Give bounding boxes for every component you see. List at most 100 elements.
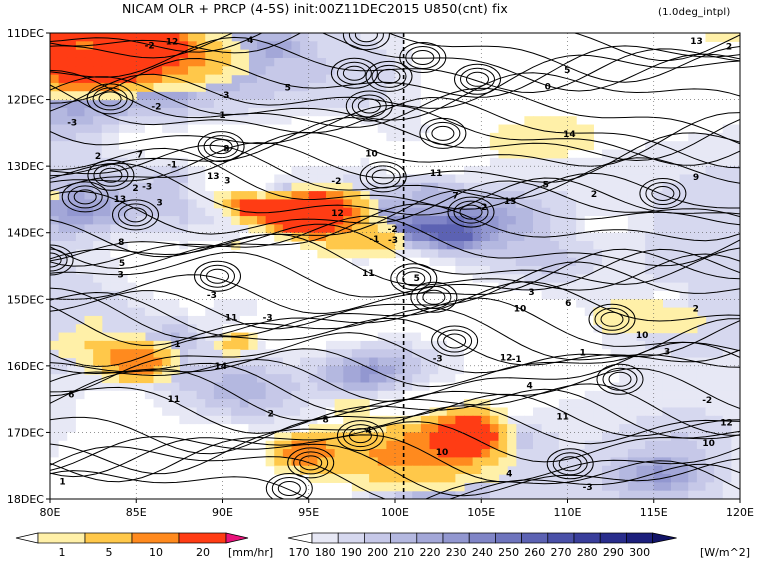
olr-cell xyxy=(300,407,310,417)
olr-cell xyxy=(593,141,603,151)
olr-cell xyxy=(300,315,310,325)
olr-cell xyxy=(420,33,431,42)
olr-cell xyxy=(714,266,724,275)
olr-cell xyxy=(308,282,318,292)
olr-cell xyxy=(222,290,232,300)
olr-cell xyxy=(541,424,551,434)
olr-cell xyxy=(205,199,215,209)
olr-cell xyxy=(196,241,206,250)
olr-cell xyxy=(507,91,517,101)
olr-cell xyxy=(101,224,111,234)
olr-cell xyxy=(446,141,456,151)
precip-cell xyxy=(541,132,551,142)
olr-cell xyxy=(101,399,111,409)
olr-cell xyxy=(524,157,534,167)
olr-cell xyxy=(127,474,137,483)
olr-cell xyxy=(472,124,482,134)
olr-cell xyxy=(213,216,224,225)
olr-cell xyxy=(653,241,663,250)
olr-cell xyxy=(636,332,646,342)
olr-cell xyxy=(93,132,103,142)
olr-cell xyxy=(429,33,439,42)
olr-cell xyxy=(653,365,663,375)
olr-cell xyxy=(274,282,284,292)
olr-cell xyxy=(127,207,137,217)
olr-cell xyxy=(308,49,318,59)
olr-cell xyxy=(179,124,189,134)
olr-cell xyxy=(179,290,189,300)
olr-cell xyxy=(274,91,284,101)
olr-cell xyxy=(170,174,180,184)
olr-cell xyxy=(351,132,362,142)
olr-cell xyxy=(265,157,275,167)
olr-cell xyxy=(507,324,517,334)
olr-cell xyxy=(446,91,456,101)
olr-cell xyxy=(351,307,362,317)
olr-cell xyxy=(144,257,155,267)
olr-cell xyxy=(438,266,448,275)
olr-cell xyxy=(472,41,482,51)
olr-cell xyxy=(438,307,448,317)
olr-cell xyxy=(395,41,405,51)
olr-cell xyxy=(671,116,681,126)
olr-cell xyxy=(265,332,275,342)
olr-cell xyxy=(515,107,525,117)
olr-cell xyxy=(671,274,681,284)
olr-cell xyxy=(213,307,224,317)
olr-cell xyxy=(75,216,86,225)
olr-cell xyxy=(498,107,508,117)
olr-cell xyxy=(231,132,241,142)
olr-cell xyxy=(576,390,586,400)
olr-cell xyxy=(377,257,387,267)
olr-cell xyxy=(274,57,284,67)
olr-cell xyxy=(412,82,422,92)
olr-cell xyxy=(291,82,301,92)
olr-cell xyxy=(231,299,241,309)
precip-cell xyxy=(75,49,86,59)
olr-cell xyxy=(222,399,232,409)
olr-cell xyxy=(696,157,707,167)
olr-cell xyxy=(412,365,422,375)
olr-cell xyxy=(58,141,68,151)
olr-cell xyxy=(550,241,560,250)
olr-cell xyxy=(558,207,569,217)
olr-cell xyxy=(671,449,681,458)
olr-cell xyxy=(671,399,681,409)
olr-cell xyxy=(722,357,732,367)
olr-cell xyxy=(291,490,301,499)
olr-cell xyxy=(213,124,224,134)
olr-cell xyxy=(610,282,620,292)
olr-cell xyxy=(300,349,310,359)
precip-cell xyxy=(714,33,724,42)
olr-cell xyxy=(58,166,68,176)
olr-cell xyxy=(619,74,629,84)
olr-cell xyxy=(593,33,603,42)
olr-cell xyxy=(619,424,629,434)
precip-cell xyxy=(377,232,387,242)
precip-cell xyxy=(576,141,586,151)
olr-cell xyxy=(196,299,206,309)
olr-cell xyxy=(205,249,215,259)
olr-cell xyxy=(619,349,629,359)
olr-cell xyxy=(403,191,413,201)
olr-cell xyxy=(75,257,86,267)
olr-cell xyxy=(265,141,275,151)
olr-cell xyxy=(671,199,681,209)
olr-cell xyxy=(248,232,258,242)
olr-cell xyxy=(403,357,413,367)
olr-cell xyxy=(188,374,198,384)
precip-cell xyxy=(93,41,103,51)
olr-cell xyxy=(377,82,387,92)
precip-cell xyxy=(196,66,206,76)
olr-cell xyxy=(627,340,638,350)
olr-cell xyxy=(119,432,129,442)
olr-cell xyxy=(688,490,698,499)
olr-cell xyxy=(282,266,293,275)
olr-cell xyxy=(533,382,543,392)
olr-cell xyxy=(636,116,646,126)
olr-cell xyxy=(326,49,336,59)
olr-cell xyxy=(636,232,646,242)
olr-cell xyxy=(162,299,172,309)
olr-cell xyxy=(196,290,206,300)
olr-cell xyxy=(213,457,224,467)
